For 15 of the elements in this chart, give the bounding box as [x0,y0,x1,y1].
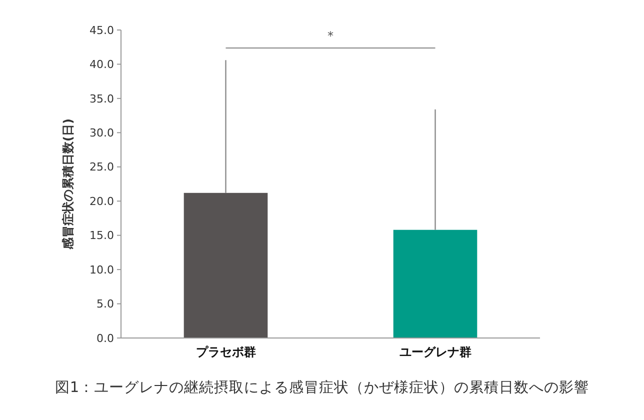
y-tick-label: 5.0 [96,298,114,311]
x-tick-label: ユーグレナ群 [399,345,472,359]
caption: 図1：ユーグレナの継続摂取による感冒症状（かぜ様症状）の累積日数への影響 [54,379,590,396]
y-tick-label: 30.0 [90,126,114,140]
y-tick-label: 0.0 [96,332,114,345]
y-tick-label: 35.0 [90,92,114,106]
y-tick-label: 15.0 [90,229,114,242]
y-tick-label: 45.0 [90,24,114,37]
annotation: * [328,29,334,43]
y-tick-label: 10.0 [90,263,114,276]
x-tick-label: プラセボ群 [196,345,256,359]
y-tick-label: 40.0 [90,58,114,72]
y-axis-title: 感冒症状の累積日数(日) [61,118,75,250]
y-tick-label: 25.0 [90,160,114,174]
y-tick-label: 20.0 [90,194,114,208]
